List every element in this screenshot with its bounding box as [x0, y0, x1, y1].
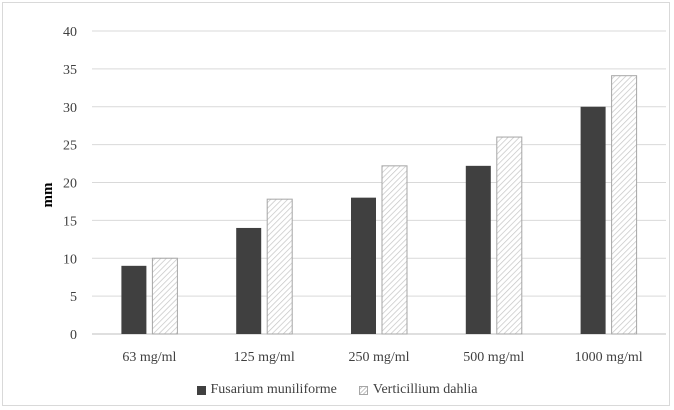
y-tick-label: 25: [63, 139, 77, 154]
bar-verticillium: [266, 198, 293, 335]
bar-fusarium: [351, 197, 376, 334]
bar-verticillium: [611, 75, 638, 335]
x-tick-label: 1000 mg/ml: [575, 350, 643, 365]
legend-swatch-verticillium: [358, 385, 368, 395]
bar-verticillium: [496, 136, 523, 335]
bar-verticillium: [151, 257, 178, 335]
y-tick-label: 40: [63, 25, 77, 40]
y-tick-label: 30: [63, 101, 77, 116]
bar-chart: 0 5 10 15 20 25 30 35 40 63 mg/ml 125 mg/ml 250 mg…: [40, 25, 666, 365]
bars: [121, 75, 638, 335]
legend-label-fusarium: Fusarium muniliforme: [210, 382, 337, 397]
bar-fusarium: [121, 265, 147, 334]
y-tick-label: 5: [70, 290, 77, 305]
y-tick-label: 20: [63, 177, 77, 192]
y-tick-label: 15: [63, 214, 77, 229]
legend: Fusarium muniliforme Verticillium dahlia: [0, 380, 674, 400]
y-tick-label: 0: [70, 328, 77, 343]
y-tick-label: 35: [63, 63, 77, 78]
x-tick-label: 500 mg/ml: [463, 350, 524, 365]
x-axis-ticks: 63 mg/ml 125 mg/ml 250 mg/ml 500 mg/ml 1000 …: [122, 350, 642, 365]
bar-fusarium: [236, 227, 262, 334]
x-tick-label: 125 mg/ml: [234, 350, 295, 365]
legend-item-verticillium: Verticillium dahlia: [358, 382, 478, 398]
legend-swatch-fusarium: [196, 385, 206, 395]
bar-fusarium: [580, 106, 606, 334]
bar-verticillium: [381, 165, 408, 335]
y-axis-ticks: 0 5 10 15 20 25 30 35 40: [63, 25, 77, 343]
bar-fusarium: [465, 165, 491, 334]
legend-item-fusarium: Fusarium muniliforme: [196, 382, 337, 398]
x-tick-label: 250 mg/ml: [348, 350, 409, 365]
gridlines: [92, 30, 666, 335]
y-tick-label: 10: [63, 252, 77, 267]
y-axis-label: mm: [40, 182, 56, 207]
legend-label-verticillium: Verticillium dahlia: [372, 382, 478, 397]
x-tick-label: 63 mg/ml: [122, 350, 176, 365]
